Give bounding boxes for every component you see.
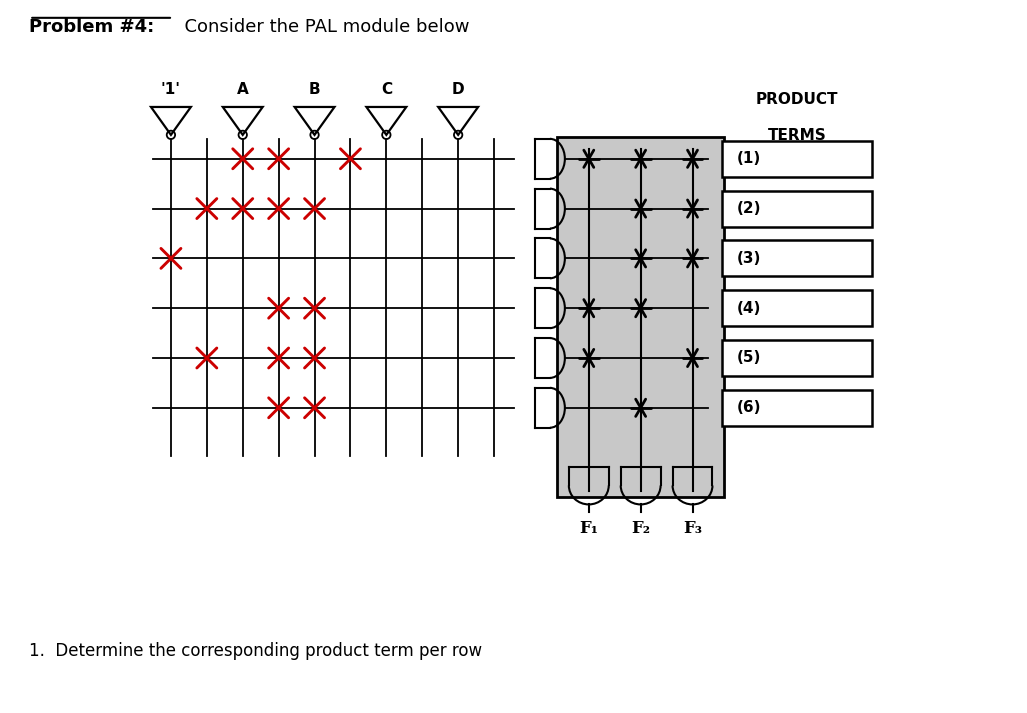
Text: D: D: [452, 82, 464, 97]
Text: (4): (4): [736, 301, 761, 316]
Text: PRODUCT: PRODUCT: [756, 92, 838, 107]
Text: F₂: F₂: [632, 520, 650, 537]
Text: A: A: [237, 82, 249, 97]
Bar: [722, 141, 872, 177]
Text: Problem #4:: Problem #4:: [30, 19, 154, 36]
Bar: [722, 290, 872, 326]
Text: TERMS: TERMS: [768, 128, 827, 143]
Text: C: C: [381, 82, 392, 97]
Bar: [722, 190, 872, 227]
Text: F₁: F₁: [579, 520, 599, 537]
Text: F₃: F₃: [683, 520, 702, 537]
Text: (5): (5): [736, 351, 761, 366]
Bar: [557, 137, 724, 498]
Text: (6): (6): [736, 400, 761, 415]
Bar: [722, 340, 872, 376]
Text: '1': '1': [161, 82, 181, 97]
Text: (3): (3): [736, 251, 761, 266]
Text: (1): (1): [736, 151, 761, 166]
Bar: [722, 390, 872, 426]
Text: (2): (2): [736, 201, 761, 216]
Text: B: B: [309, 82, 320, 97]
Text: Consider the PAL module below: Consider the PAL module below: [173, 19, 469, 36]
Bar: [722, 240, 872, 277]
Text: 1.  Determine the corresponding product term per row: 1. Determine the corresponding product t…: [30, 642, 483, 660]
